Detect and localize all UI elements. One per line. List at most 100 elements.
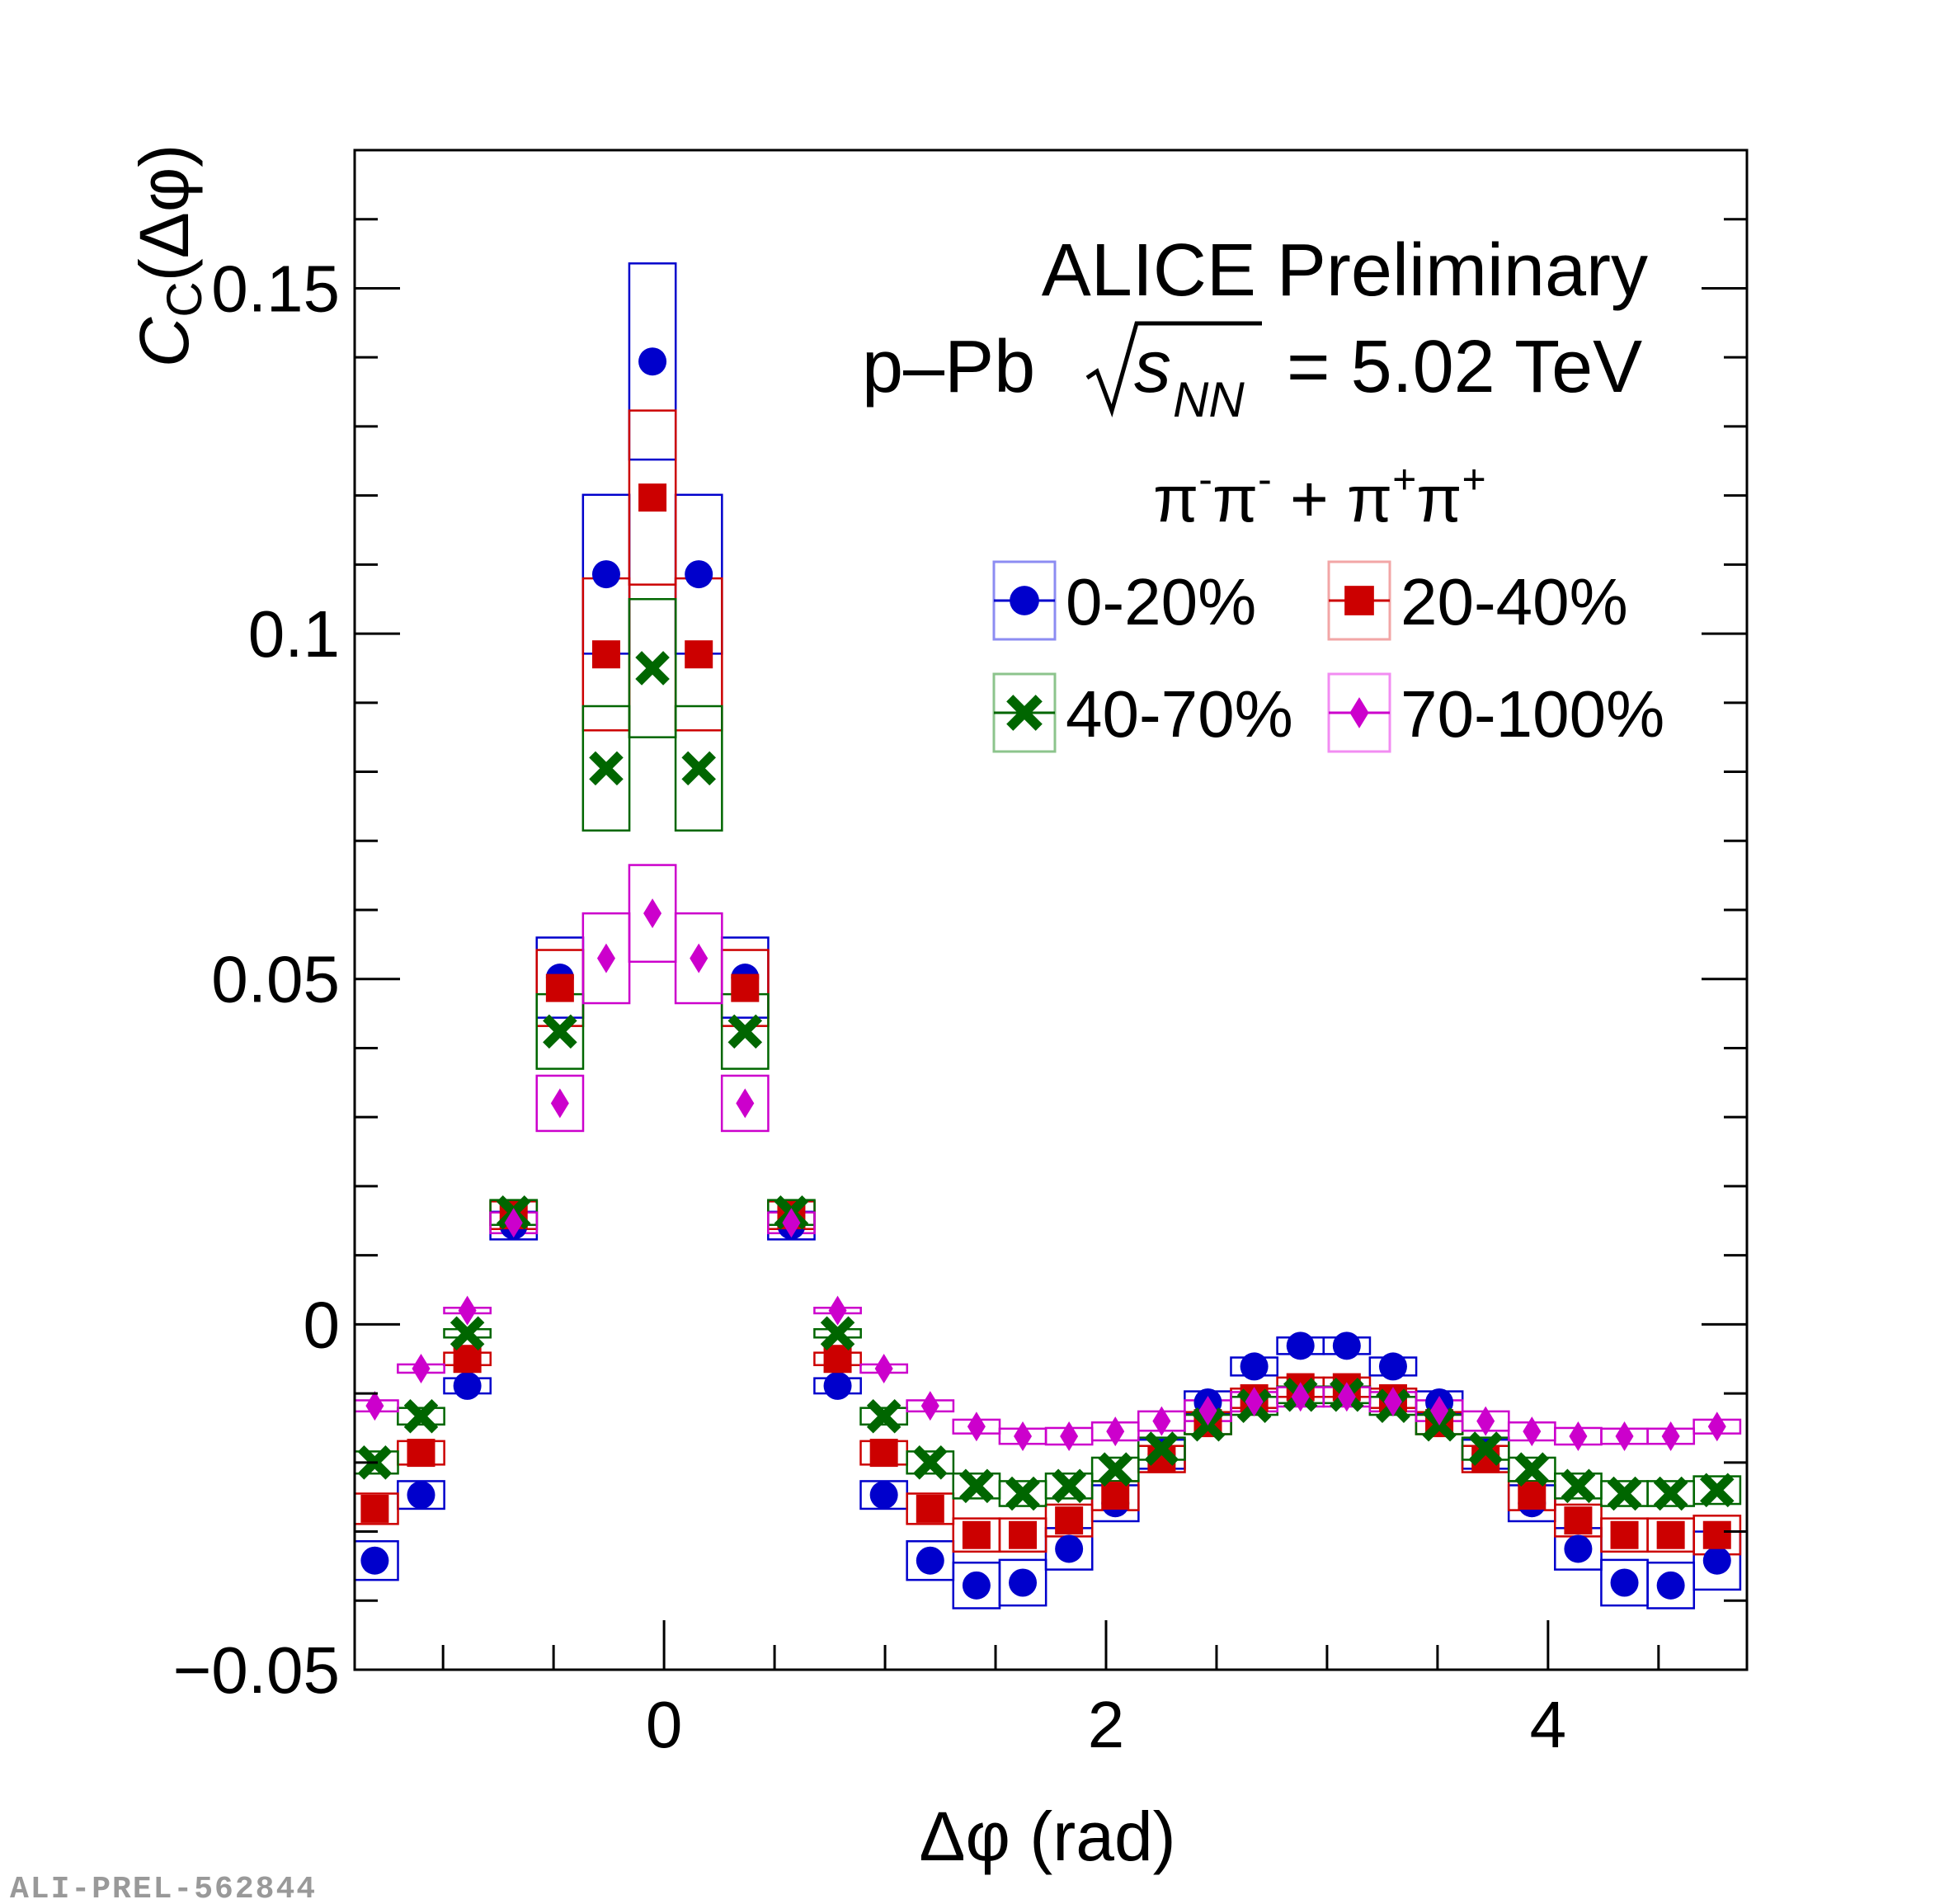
legend-marker <box>1349 697 1369 728</box>
point-0-20pct <box>869 1481 898 1510</box>
point-0-20pct <box>360 1546 389 1575</box>
point-70-100pct <box>690 943 709 973</box>
point-20-40pct <box>638 483 667 512</box>
sys-box-20-40pct <box>906 1492 955 1525</box>
point-40-70pct <box>913 1445 948 1480</box>
point-0-20pct <box>1656 1571 1685 1600</box>
x-axis-title: Δφ (rad) <box>919 1798 1175 1875</box>
point-70-100pct <box>1060 1421 1079 1452</box>
point-70-100pct <box>596 943 615 973</box>
point-70-100pct <box>504 1208 523 1238</box>
point-70-100pct <box>643 898 662 929</box>
y-axis-title-c: C <box>125 316 203 367</box>
legend-marker <box>1344 586 1374 615</box>
point-20-40pct <box>545 973 574 1002</box>
point-40-70pct <box>681 751 716 786</box>
y-tick-label: 0.05 <box>211 943 340 1016</box>
point-40-70pct <box>820 1316 855 1351</box>
axis-tick-labels: 0 2 4 −0.05 0 0.05 0.1 0.15 <box>173 252 1567 1761</box>
x-tick-label: 4 <box>1530 1688 1567 1761</box>
point-20-40pct <box>453 1345 482 1374</box>
systematic-boxes <box>353 262 1742 1609</box>
point-70-100pct <box>736 1088 755 1119</box>
y-tick-label: 0.1 <box>248 597 340 671</box>
sys-box-40-70pct <box>1090 1456 1140 1482</box>
point-40-70pct <box>1052 1468 1086 1504</box>
point-40-70pct <box>1144 1431 1179 1466</box>
point-20-40pct <box>1055 1506 1084 1535</box>
point-0-20pct <box>1702 1546 1731 1575</box>
point-0-20pct <box>591 560 620 589</box>
point-20-40pct <box>1702 1520 1731 1549</box>
experiment-label: ALICE Preliminary <box>1042 229 1648 312</box>
point-0-20pct <box>1240 1352 1269 1381</box>
point-40-70pct <box>543 1014 577 1049</box>
collision-system-label: p–Pb s NN = 5.02 TeV <box>862 321 1642 427</box>
x-tick-label: 0 <box>646 1688 683 1761</box>
point-20-40pct <box>685 640 713 669</box>
sys-box-40-70pct <box>1044 1472 1094 1500</box>
energy-var: s <box>1134 326 1171 408</box>
point-0-20pct <box>1332 1331 1361 1360</box>
sys-box-70-100pct <box>674 912 723 1005</box>
point-40-70pct <box>1005 1476 1040 1511</box>
point-70-100pct <box>550 1088 569 1119</box>
point-70-100pct <box>1291 1382 1310 1412</box>
point-0-20pct <box>1610 1568 1639 1597</box>
point-70-100pct <box>1430 1396 1449 1426</box>
sys-box-40-70pct <box>674 705 723 832</box>
point-0-20pct <box>685 560 713 589</box>
sys-box-40-70pct <box>628 597 677 738</box>
legend-label: 70-100% <box>1401 677 1664 751</box>
point-40-70pct <box>1607 1476 1642 1511</box>
point-40-70pct <box>1653 1476 1688 1511</box>
point-0-20pct <box>1378 1352 1407 1381</box>
legend-marker <box>1010 586 1039 615</box>
point-70-100pct <box>1245 1387 1264 1417</box>
point-0-20pct <box>1055 1534 1084 1563</box>
pair-label: π-π- + π+π+ <box>1153 456 1486 535</box>
sys-box-40-70pct <box>1692 1475 1742 1506</box>
point-0-20pct <box>407 1481 435 1510</box>
y-axis-title-sub: C <box>157 281 212 317</box>
point-70-100pct <box>1014 1421 1033 1452</box>
point-40-70pct <box>635 651 670 686</box>
point-40-70pct <box>1098 1452 1133 1487</box>
point-20-40pct <box>1564 1506 1593 1535</box>
point-20-40pct <box>407 1439 435 1468</box>
sys-box-40-70pct <box>397 1407 445 1426</box>
point-20-40pct <box>823 1345 852 1374</box>
point-70-100pct <box>365 1391 384 1421</box>
point-20-40pct <box>869 1439 898 1468</box>
y-axis-title-rest: (Δφ) <box>125 144 203 282</box>
point-70-100pct <box>1383 1387 1402 1417</box>
point-20-40pct <box>1610 1520 1639 1549</box>
sys-box-40-70pct <box>859 1407 909 1426</box>
point-40-70pct <box>589 751 624 786</box>
point-0-20pct <box>962 1571 991 1600</box>
point-0-20pct <box>453 1371 482 1400</box>
point-70-100pct <box>1106 1416 1125 1447</box>
axis-ticks <box>355 148 1747 1671</box>
point-70-100pct <box>1198 1396 1217 1426</box>
point-40-70pct <box>1561 1468 1596 1504</box>
sys-box-40-70pct <box>1507 1456 1556 1482</box>
energy-sub: NN <box>1173 372 1245 427</box>
legend-item-70-100pct: 70-100% <box>1327 672 1664 753</box>
point-70-100pct <box>458 1295 477 1326</box>
sys-box-20-40pct <box>628 409 677 586</box>
point-20-40pct <box>916 1494 944 1523</box>
point-20-40pct <box>962 1520 991 1549</box>
point-20-40pct <box>591 640 620 669</box>
sys-box-0-20pct <box>906 1540 955 1581</box>
point-40-70pct <box>403 1398 439 1434</box>
point-70-100pct <box>1615 1421 1634 1452</box>
y-tick-label: 0.15 <box>211 252 340 325</box>
legend-label: 40-70% <box>1066 677 1293 751</box>
system-prefix: p–Pb <box>862 326 1035 408</box>
legend: 0-20% 20-40% 40-70% 70-100% <box>992 560 1664 753</box>
legend-item-20-40pct: 20-40% <box>1327 560 1628 641</box>
data-markers <box>357 347 1735 1600</box>
y-axis-title: CC(Δφ) <box>125 144 212 368</box>
